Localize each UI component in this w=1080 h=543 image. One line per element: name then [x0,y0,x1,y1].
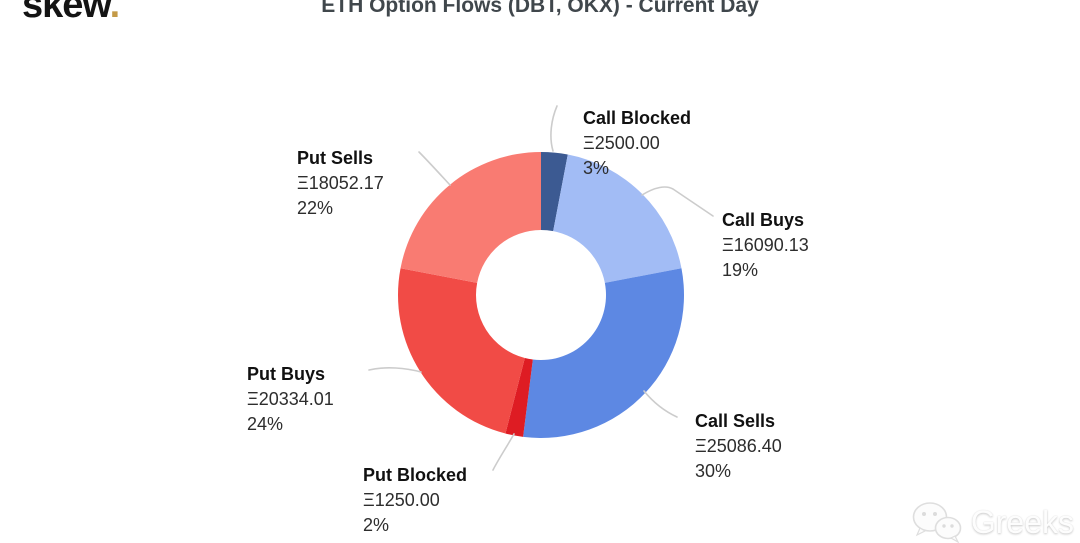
slice-percent: 22% [297,198,334,218]
slice-label-put-buys: Put Buys Ξ20334.01 24% [247,362,334,437]
slice-value: Ξ25086.40 [695,436,782,456]
slice-value: Ξ2500.00 [583,133,660,153]
skew-logo: skew. [22,0,121,26]
slice-label-call-buys: Call Buys Ξ16090.13 19% [722,208,809,283]
donut-slice-call-sells[interactable] [523,268,685,438]
slice-label-put-blocked: Put Blocked Ξ1250.00 2% [363,463,467,538]
donut-slice-call-buys[interactable] [553,154,682,283]
leader-line-call-blocked [550,105,558,152]
slice-label-put-sells: Put Sells Ξ18052.17 22% [297,146,384,221]
slice-name: Put Blocked [363,465,468,485]
slice-label-call-blocked: Call Blocked Ξ2500.00 3% [583,106,691,181]
donut-slice-put-buys[interactable] [397,268,525,434]
slice-value: Ξ16090.13 [722,235,809,255]
leader-line-put-sells [418,151,451,186]
watermark-text: Greeks [970,503,1074,540]
wechat-icon [912,502,962,543]
slice-label-call-sells: Call Sells Ξ25086.40 30% [695,409,782,484]
slice-name: Put Buys [247,364,326,384]
donut-slice-put-blocked[interactable] [505,357,533,437]
slice-value: Ξ20334.01 [247,389,334,409]
watermark: Greeks [911,501,1074,543]
skew-logo-dot: . [109,0,121,26]
slice-value: Ξ1250.00 [363,490,440,510]
skew-logo-text: skew [22,0,111,26]
slice-name: Call Sells [695,411,776,431]
slice-percent: 2% [363,515,390,535]
leader-line-put-blocked [492,433,515,471]
leader-line-call-sells [643,390,678,418]
slice-name: Put Sells [297,148,374,168]
leader-line-put-buys [368,367,422,373]
slice-percent: 19% [722,260,759,280]
donut-slice-put-sells[interactable] [400,151,541,283]
slice-name: Call Buys [722,210,805,230]
slice-name: Call Blocked [583,108,692,128]
leader-line-call-buys [641,186,714,217]
slice-percent: 24% [247,414,284,434]
slice-percent: 3% [583,158,610,178]
chart-title: ETH Option Flows (DBT, OKX) - Current Da… [321,0,759,17]
donut-slice-call-blocked[interactable] [541,152,568,232]
slice-percent: 30% [695,461,732,481]
slice-value: Ξ18052.17 [297,173,384,193]
